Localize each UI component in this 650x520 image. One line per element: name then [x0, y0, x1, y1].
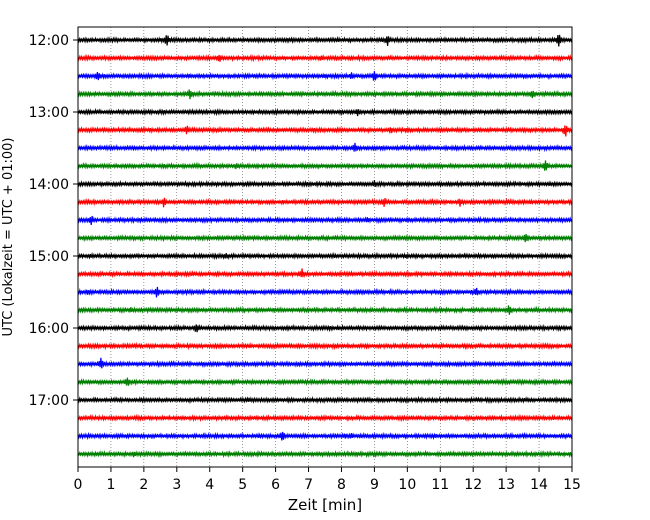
x-tick-label: 9: [370, 477, 379, 493]
x-tick-label: 11: [431, 477, 449, 493]
x-axis: 0 1 2 3 4 5 6 7 8 9 10 11 12 13 14 15: [74, 467, 581, 493]
x-tick-label: 1: [106, 477, 115, 493]
x-tick-label: 13: [497, 477, 515, 493]
plot-frame: [77, 26, 573, 468]
y-axis: 12:00 13:00 14:00 15:00 16:00 17:00: [29, 33, 78, 409]
y-tick-label: 16:00: [29, 321, 69, 337]
x-tick-label: 6: [271, 477, 280, 493]
x-tick-label: 0: [74, 477, 83, 493]
trace-group: [77, 34, 573, 459]
x-tick-label: 2: [139, 477, 148, 493]
y-tick-label: 14:00: [29, 177, 69, 193]
y-axis-label: UTC (Lokalzeit = UTC + 01:00): [1, 138, 16, 337]
y-tick-label: 17:00: [29, 393, 69, 409]
x-tick-label: 14: [530, 477, 548, 493]
x-tick-label: 4: [205, 477, 214, 493]
y-tick-label: 12:00: [29, 33, 69, 49]
y-tick-label: 15:00: [29, 249, 69, 265]
x-tick-label: 10: [398, 477, 416, 493]
x-tick-label: 5: [238, 477, 247, 493]
x-tick-label: 8: [337, 477, 346, 493]
x-tick-label: 15: [563, 477, 581, 493]
x-tick-label: 3: [172, 477, 181, 493]
y-tick-label: 13:00: [29, 105, 69, 121]
x-tick-label: 12: [464, 477, 482, 493]
x-tick-label: 7: [304, 477, 313, 493]
x-axis-label: Zeit [min]: [288, 496, 362, 514]
